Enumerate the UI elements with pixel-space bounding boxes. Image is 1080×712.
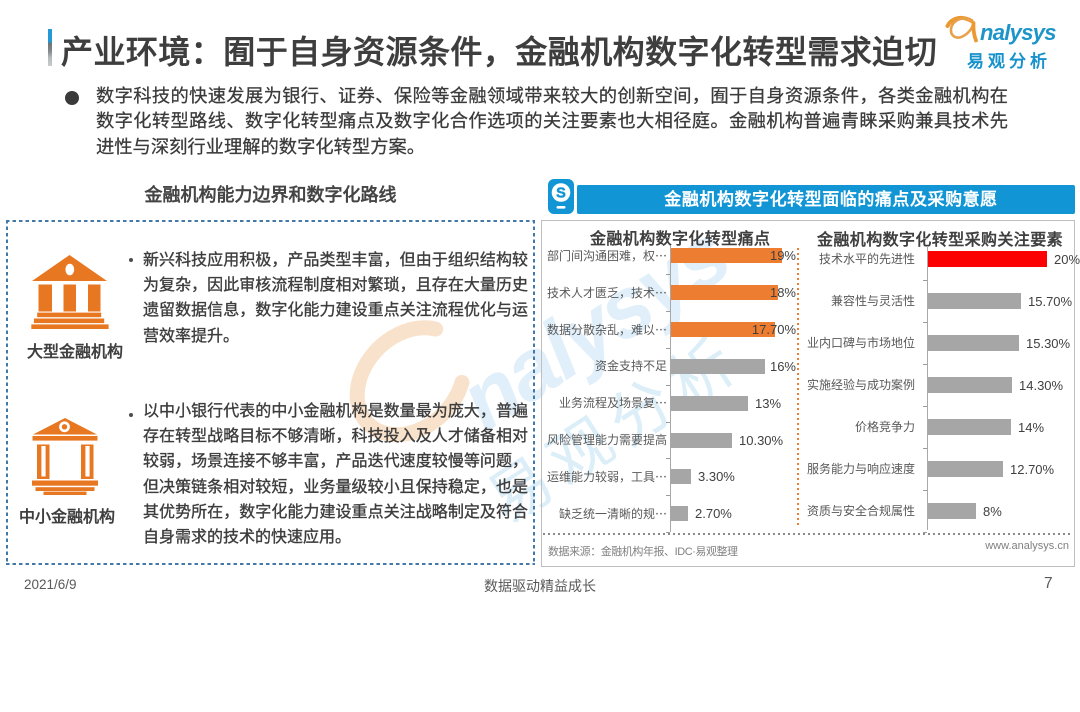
svg-text:易观分析: 易观分析 bbox=[967, 51, 1051, 71]
svg-text:nalysys: nalysys bbox=[980, 20, 1056, 45]
svg-text:S: S bbox=[556, 186, 566, 202]
